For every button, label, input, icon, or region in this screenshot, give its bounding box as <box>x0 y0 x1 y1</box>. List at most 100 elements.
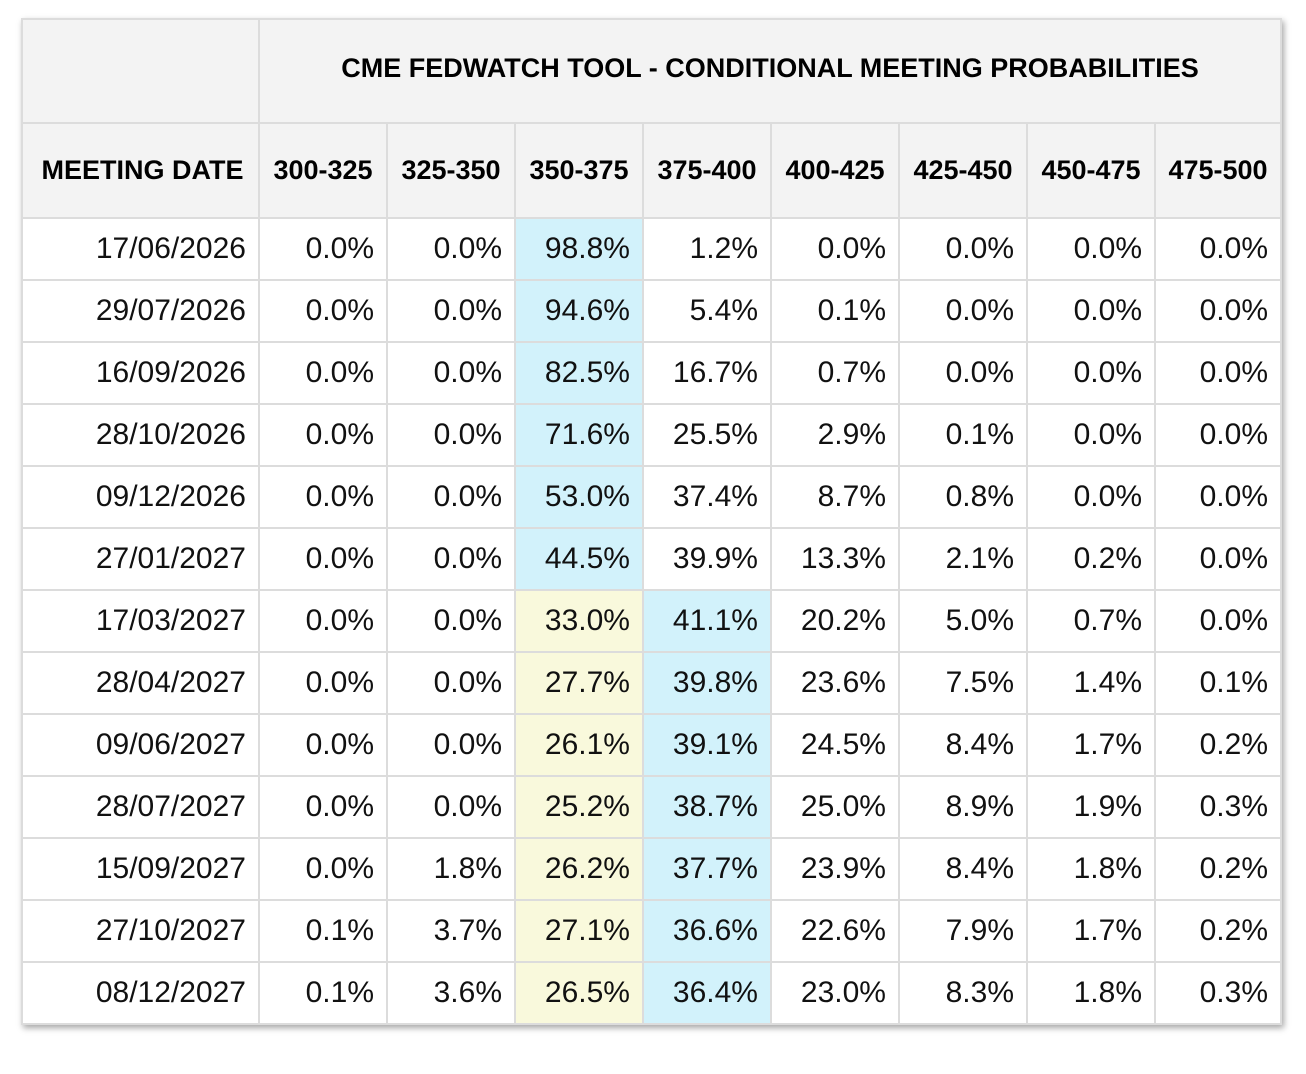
probability-cell: 23.0% <box>770 961 900 1025</box>
probability-cell: 0.0% <box>1026 217 1156 281</box>
probability-cell: 0.0% <box>258 465 388 529</box>
meeting-date-cell: 08/12/2027 <box>21 961 260 1025</box>
probability-cell: 39.9% <box>642 527 772 591</box>
probability-cell: 8.4% <box>898 837 1028 901</box>
probability-cell: 0.1% <box>258 899 388 963</box>
probability-cell: 1.8% <box>1026 837 1156 901</box>
probability-cell: 0.0% <box>1154 217 1282 281</box>
column-header-row: MEETING DATE 300-325 325-350 350-375 375… <box>21 122 1282 219</box>
meeting-date-cell: 27/01/2027 <box>21 527 260 591</box>
probability-cell: 39.1% <box>642 713 772 777</box>
probability-cell: 0.0% <box>898 217 1028 281</box>
probability-cell: 0.7% <box>770 341 900 405</box>
probability-cell: 0.0% <box>258 651 388 715</box>
column-header-rate-range: 400-425 <box>770 122 900 219</box>
probability-cell: 0.1% <box>898 403 1028 467</box>
table-title: CME FEDWATCH TOOL - CONDITIONAL MEETING … <box>258 18 1282 124</box>
probability-cell: 7.9% <box>898 899 1028 963</box>
probability-cell: 27.7% <box>514 651 644 715</box>
table-row: 27/01/2027 0.0% 0.0% 44.5% 39.9% 13.3% 2.1% 0.2… <box>21 527 1282 591</box>
table-row: 08/12/2027 0.1% 3.6% 26.5% 36.4% 23.0% 8.3% 1.8… <box>21 961 1282 1025</box>
probability-cell: 1.2% <box>642 217 772 281</box>
table-row: 17/06/2026 0.0% 0.0% 98.8% 1.2% 0.0% 0.0% 0.0% 0… <box>21 217 1282 281</box>
table-row: 28/10/2026 0.0% 0.0% 71.6% 25.5% 2.9% 0.1% 0.0%… <box>21 403 1282 467</box>
probability-cell: 0.0% <box>386 341 516 405</box>
probability-cell: 23.9% <box>770 837 900 901</box>
probability-cell: 0.0% <box>258 713 388 777</box>
probability-cell: 13.3% <box>770 527 900 591</box>
probability-cell: 1.9% <box>1026 775 1156 839</box>
probability-cell: 0.0% <box>258 837 388 901</box>
probability-cell: 1.8% <box>386 837 516 901</box>
probability-cell: 0.0% <box>258 341 388 405</box>
table-row: 28/04/2027 0.0% 0.0% 27.7% 39.8% 23.6% 7.5% 1.4… <box>21 651 1282 715</box>
meeting-date-cell: 09/12/2026 <box>21 465 260 529</box>
probability-cell: 1.8% <box>1026 961 1156 1025</box>
meeting-date-cell: 29/07/2026 <box>21 279 260 343</box>
meeting-date-cell: 16/09/2026 <box>21 341 260 405</box>
probability-cell: 37.7% <box>642 837 772 901</box>
probability-cell: 5.4% <box>642 279 772 343</box>
table-row: 28/07/2027 0.0% 0.0% 25.2% 38.7% 25.0% 8.9% 1.9… <box>21 775 1282 839</box>
probability-cell: 27.1% <box>514 899 644 963</box>
column-header-rate-range: 325-350 <box>386 122 516 219</box>
probability-cell: 0.8% <box>898 465 1028 529</box>
corner-cell <box>21 18 260 124</box>
probability-cell: 41.1% <box>642 589 772 653</box>
probability-cell: 82.5% <box>514 341 644 405</box>
probability-cell: 8.9% <box>898 775 1028 839</box>
probability-cell: 26.5% <box>514 961 644 1025</box>
table-body: 17/06/2026 0.0% 0.0% 98.8% 1.2% 0.0% 0.0% 0.0% 0… <box>21 217 1282 1025</box>
probability-cell: 0.0% <box>1026 403 1156 467</box>
probability-cell: 0.1% <box>1154 651 1282 715</box>
probability-cell: 0.0% <box>258 775 388 839</box>
probability-cell: 0.0% <box>386 651 516 715</box>
meeting-date-cell: 28/04/2027 <box>21 651 260 715</box>
probability-cell: 25.0% <box>770 775 900 839</box>
probability-cell: 7.5% <box>898 651 1028 715</box>
probability-cell: 0.0% <box>386 713 516 777</box>
probability-cell: 53.0% <box>514 465 644 529</box>
probability-cell: 0.0% <box>1154 465 1282 529</box>
table-row: 29/07/2026 0.0% 0.0% 94.6% 5.4% 0.1% 0.0% 0.0% 0… <box>21 279 1282 343</box>
probability-cell: 16.7% <box>642 341 772 405</box>
probability-cell: 0.0% <box>258 217 388 281</box>
probability-cell: 8.3% <box>898 961 1028 1025</box>
probability-cell: 0.0% <box>258 527 388 591</box>
table-row: 09/12/2026 0.0% 0.0% 53.0% 37.4% 8.7% 0.8% 0.0%… <box>21 465 1282 529</box>
column-header-rate-range: 475-500 <box>1154 122 1282 219</box>
probability-cell: 0.0% <box>1154 589 1282 653</box>
probability-cell: 24.5% <box>770 713 900 777</box>
probability-cell: 0.0% <box>898 341 1028 405</box>
probability-cell: 0.2% <box>1154 837 1282 901</box>
probability-cell: 5.0% <box>898 589 1028 653</box>
probability-cell: 0.0% <box>386 589 516 653</box>
probability-cell: 2.9% <box>770 403 900 467</box>
column-header-meeting-date: MEETING DATE <box>21 122 260 219</box>
table-row: 16/09/2026 0.0% 0.0% 82.5% 16.7% 0.7% 0.0% 0.0%… <box>21 341 1282 405</box>
probability-cell: 0.0% <box>386 279 516 343</box>
probability-cell: 1.4% <box>1026 651 1156 715</box>
probability-cell: 44.5% <box>514 527 644 591</box>
probability-cell: 0.0% <box>1154 403 1282 467</box>
probability-cell: 0.0% <box>386 217 516 281</box>
probability-cell: 98.8% <box>514 217 644 281</box>
probability-cell: 20.2% <box>770 589 900 653</box>
probability-cell: 0.0% <box>258 403 388 467</box>
table-row: 27/10/2027 0.1% 3.7% 27.1% 36.6% 22.6% 7.9% 1.7… <box>21 899 1282 963</box>
probability-cell: 36.4% <box>642 961 772 1025</box>
probability-cell: 0.3% <box>1154 961 1282 1025</box>
probability-cell: 38.7% <box>642 775 772 839</box>
probability-cell: 25.5% <box>642 403 772 467</box>
probability-cell: 0.0% <box>258 279 388 343</box>
probability-cell: 33.0% <box>514 589 644 653</box>
probability-cell: 0.0% <box>386 465 516 529</box>
probability-cell: 0.1% <box>770 279 900 343</box>
probability-cell: 0.0% <box>386 403 516 467</box>
probability-cell: 36.6% <box>642 899 772 963</box>
meeting-date-cell: 28/10/2026 <box>21 403 260 467</box>
probability-cell: 71.6% <box>514 403 644 467</box>
probability-cell: 8.4% <box>898 713 1028 777</box>
column-header-rate-range: 375-400 <box>642 122 772 219</box>
probability-cell: 37.4% <box>642 465 772 529</box>
